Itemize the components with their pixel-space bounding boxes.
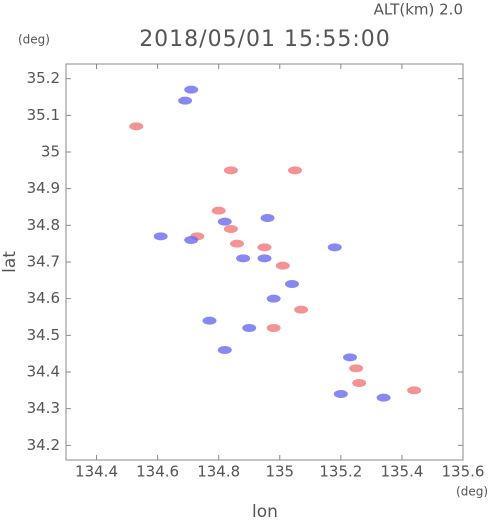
echo: [217, 346, 232, 354]
echo: [242, 324, 257, 332]
y-label: lat: [0, 251, 20, 273]
y-tick-label: 34.2: [27, 436, 60, 454]
echo: [288, 166, 303, 175]
echo: [376, 393, 391, 402]
y-tick-label: 35.2: [27, 69, 60, 87]
x-label: lon: [252, 502, 278, 521]
echo: [223, 225, 238, 233]
x-tick-label: 135.4: [380, 463, 423, 481]
echo: [223, 166, 238, 175]
y-tick-label: 35: [41, 143, 60, 161]
echo: [327, 243, 342, 252]
x-tick-label: 134.8: [197, 463, 240, 481]
echo: [349, 364, 364, 373]
x-tick-label: 135: [265, 463, 294, 481]
y-unit: (deg): [18, 33, 50, 47]
x-tick-label: 134.4: [75, 463, 118, 481]
y-tick-label: 35.1: [27, 106, 60, 124]
echo: [129, 122, 144, 131]
echo: [257, 254, 272, 263]
echo: [266, 294, 281, 303]
echo: [236, 254, 251, 263]
echo: [217, 217, 232, 226]
y-tick-label: 34.9: [27, 179, 60, 197]
y-tick-label: 34.5: [27, 326, 60, 344]
echo: [184, 236, 199, 244]
echo: [333, 390, 348, 398]
x-unit: (deg): [456, 485, 488, 499]
echo: [178, 96, 193, 105]
x-tick-label: 135.2: [319, 463, 362, 481]
echo: [202, 316, 217, 325]
x-tick-label: 134.6: [136, 463, 179, 481]
echo: [211, 206, 226, 215]
echo: [230, 239, 245, 248]
echo: [257, 243, 272, 252]
echo: [407, 386, 422, 395]
echo: [352, 379, 367, 387]
y-tick-label: 34.4: [27, 363, 60, 381]
echo: [284, 280, 299, 288]
echo: [260, 214, 275, 222]
y-tick-label: 34.7: [27, 253, 60, 271]
echo: [294, 305, 309, 314]
echo: [266, 324, 281, 332]
echo: [184, 85, 199, 94]
echo: [275, 261, 290, 270]
y-tick-label: 34.3: [27, 399, 60, 417]
echo: [343, 353, 358, 362]
chart-title: 2018/05/01 15:55:00: [139, 27, 391, 52]
echo: [153, 232, 168, 241]
y-tick-label: 34.8: [27, 216, 60, 234]
y-tick-label: 34.6: [27, 289, 60, 307]
subtitle: ALT(km) 2.0: [374, 1, 463, 19]
x-tick-label: 135.6: [442, 463, 485, 481]
